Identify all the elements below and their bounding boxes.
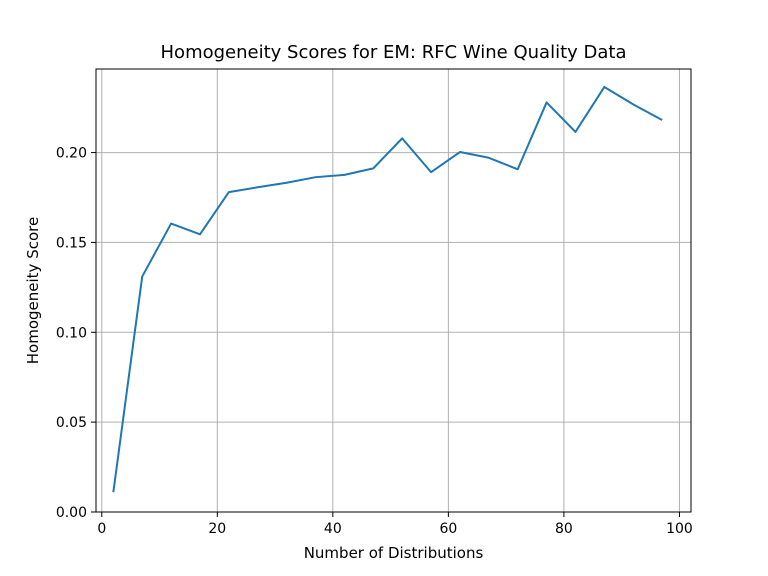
chart-title: Homogeneity Scores for EM: RFC Wine Qual…: [161, 42, 627, 63]
y-tick-label: 0.20: [56, 146, 87, 162]
x-tick-label: 80: [555, 521, 573, 537]
x-tick-label: 40: [324, 521, 342, 537]
y-tick-label: 0.05: [56, 415, 87, 431]
series-layer: [112, 85, 663, 493]
x-tick-label: 60: [439, 521, 457, 537]
y-axis-label: Homogeneity Score: [24, 217, 42, 364]
x-tick-label: 100: [666, 521, 693, 537]
plot-frame: [95, 68, 692, 513]
x-axis-label: Number of Distributions: [304, 544, 484, 562]
y-tick-label: 0.10: [56, 325, 87, 341]
ticks: 0 20 40 60 80 100 0.00 0.05 0.10 0.15 0.20: [56, 146, 693, 537]
x-tick-label: 0: [97, 521, 106, 537]
y-tick-label: 0.00: [56, 505, 87, 521]
series-line: [112, 85, 663, 493]
y-tick-label: 0.15: [56, 235, 87, 251]
x-tick-label: 20: [208, 521, 226, 537]
